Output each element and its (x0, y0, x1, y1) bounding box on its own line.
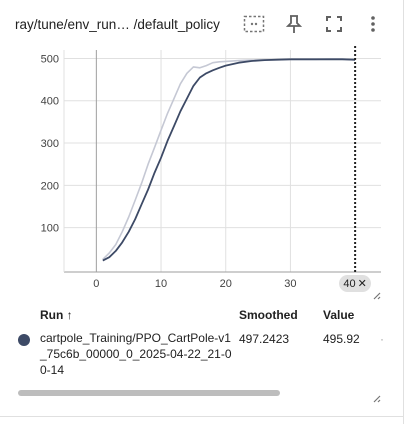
cursor-step-label: 40 (343, 277, 356, 290)
close-icon[interactable]: ✕ (357, 278, 367, 290)
run-name: cartpole_Training/PPO_CartPole-v1_75c6b_… (40, 331, 232, 377)
card-bottom-border (0, 416, 404, 417)
horizontal-scrollbar[interactable] (12, 388, 374, 398)
y-tick-label: 300 (41, 138, 59, 150)
y-tick-label: 200 (41, 180, 59, 192)
smoothed-value: 497.2423 (239, 332, 290, 346)
overflow-marker: · (380, 332, 384, 346)
x-tick-label: 30 (284, 278, 296, 290)
x-tick-label: 20 (220, 278, 232, 290)
fullscreen-button[interactable] (320, 10, 348, 38)
card-header: ray/tune/env_run… /default_policy (0, 0, 404, 46)
header-run[interactable]: Run ↑ (40, 308, 73, 322)
raw-series-line (102, 58, 356, 260)
data-selection-button[interactable] (240, 10, 268, 38)
pin-button[interactable] (280, 10, 308, 38)
y-tick-label: 400 (41, 96, 59, 108)
line-chart[interactable]: 100 200 300 400 500 0 10 20 30 40 ✕ (0, 46, 404, 302)
raw-value: 495.92 (323, 332, 360, 346)
header-value[interactable]: Value (323, 308, 355, 322)
y-tick-label: 500 (41, 53, 59, 65)
data-selection-icon (243, 15, 265, 33)
resize-handle-icon[interactable] (371, 290, 381, 300)
pin-icon (286, 15, 302, 33)
fullscreen-icon (326, 16, 342, 32)
x-tick-label: 10 (155, 278, 167, 290)
more-options-button[interactable] (359, 10, 387, 38)
x-tick-label: 0 (93, 278, 99, 290)
run-color-dot (18, 334, 30, 346)
y-tick-label: 100 (41, 223, 59, 235)
header-smoothed[interactable]: Smoothed (239, 308, 298, 322)
cursor-step-badge[interactable]: 40 ✕ (339, 275, 372, 292)
more-vert-icon (371, 16, 375, 32)
smoothed-series-line (102, 58, 356, 262)
card-title: ray/tune/env_run… /default_policy (15, 17, 220, 32)
scrollbar-thumb[interactable] (18, 390, 280, 396)
chart-svg[interactable]: 100 200 300 400 500 0 10 20 30 (0, 46, 404, 302)
table-resize-handle-icon[interactable] (371, 393, 381, 403)
